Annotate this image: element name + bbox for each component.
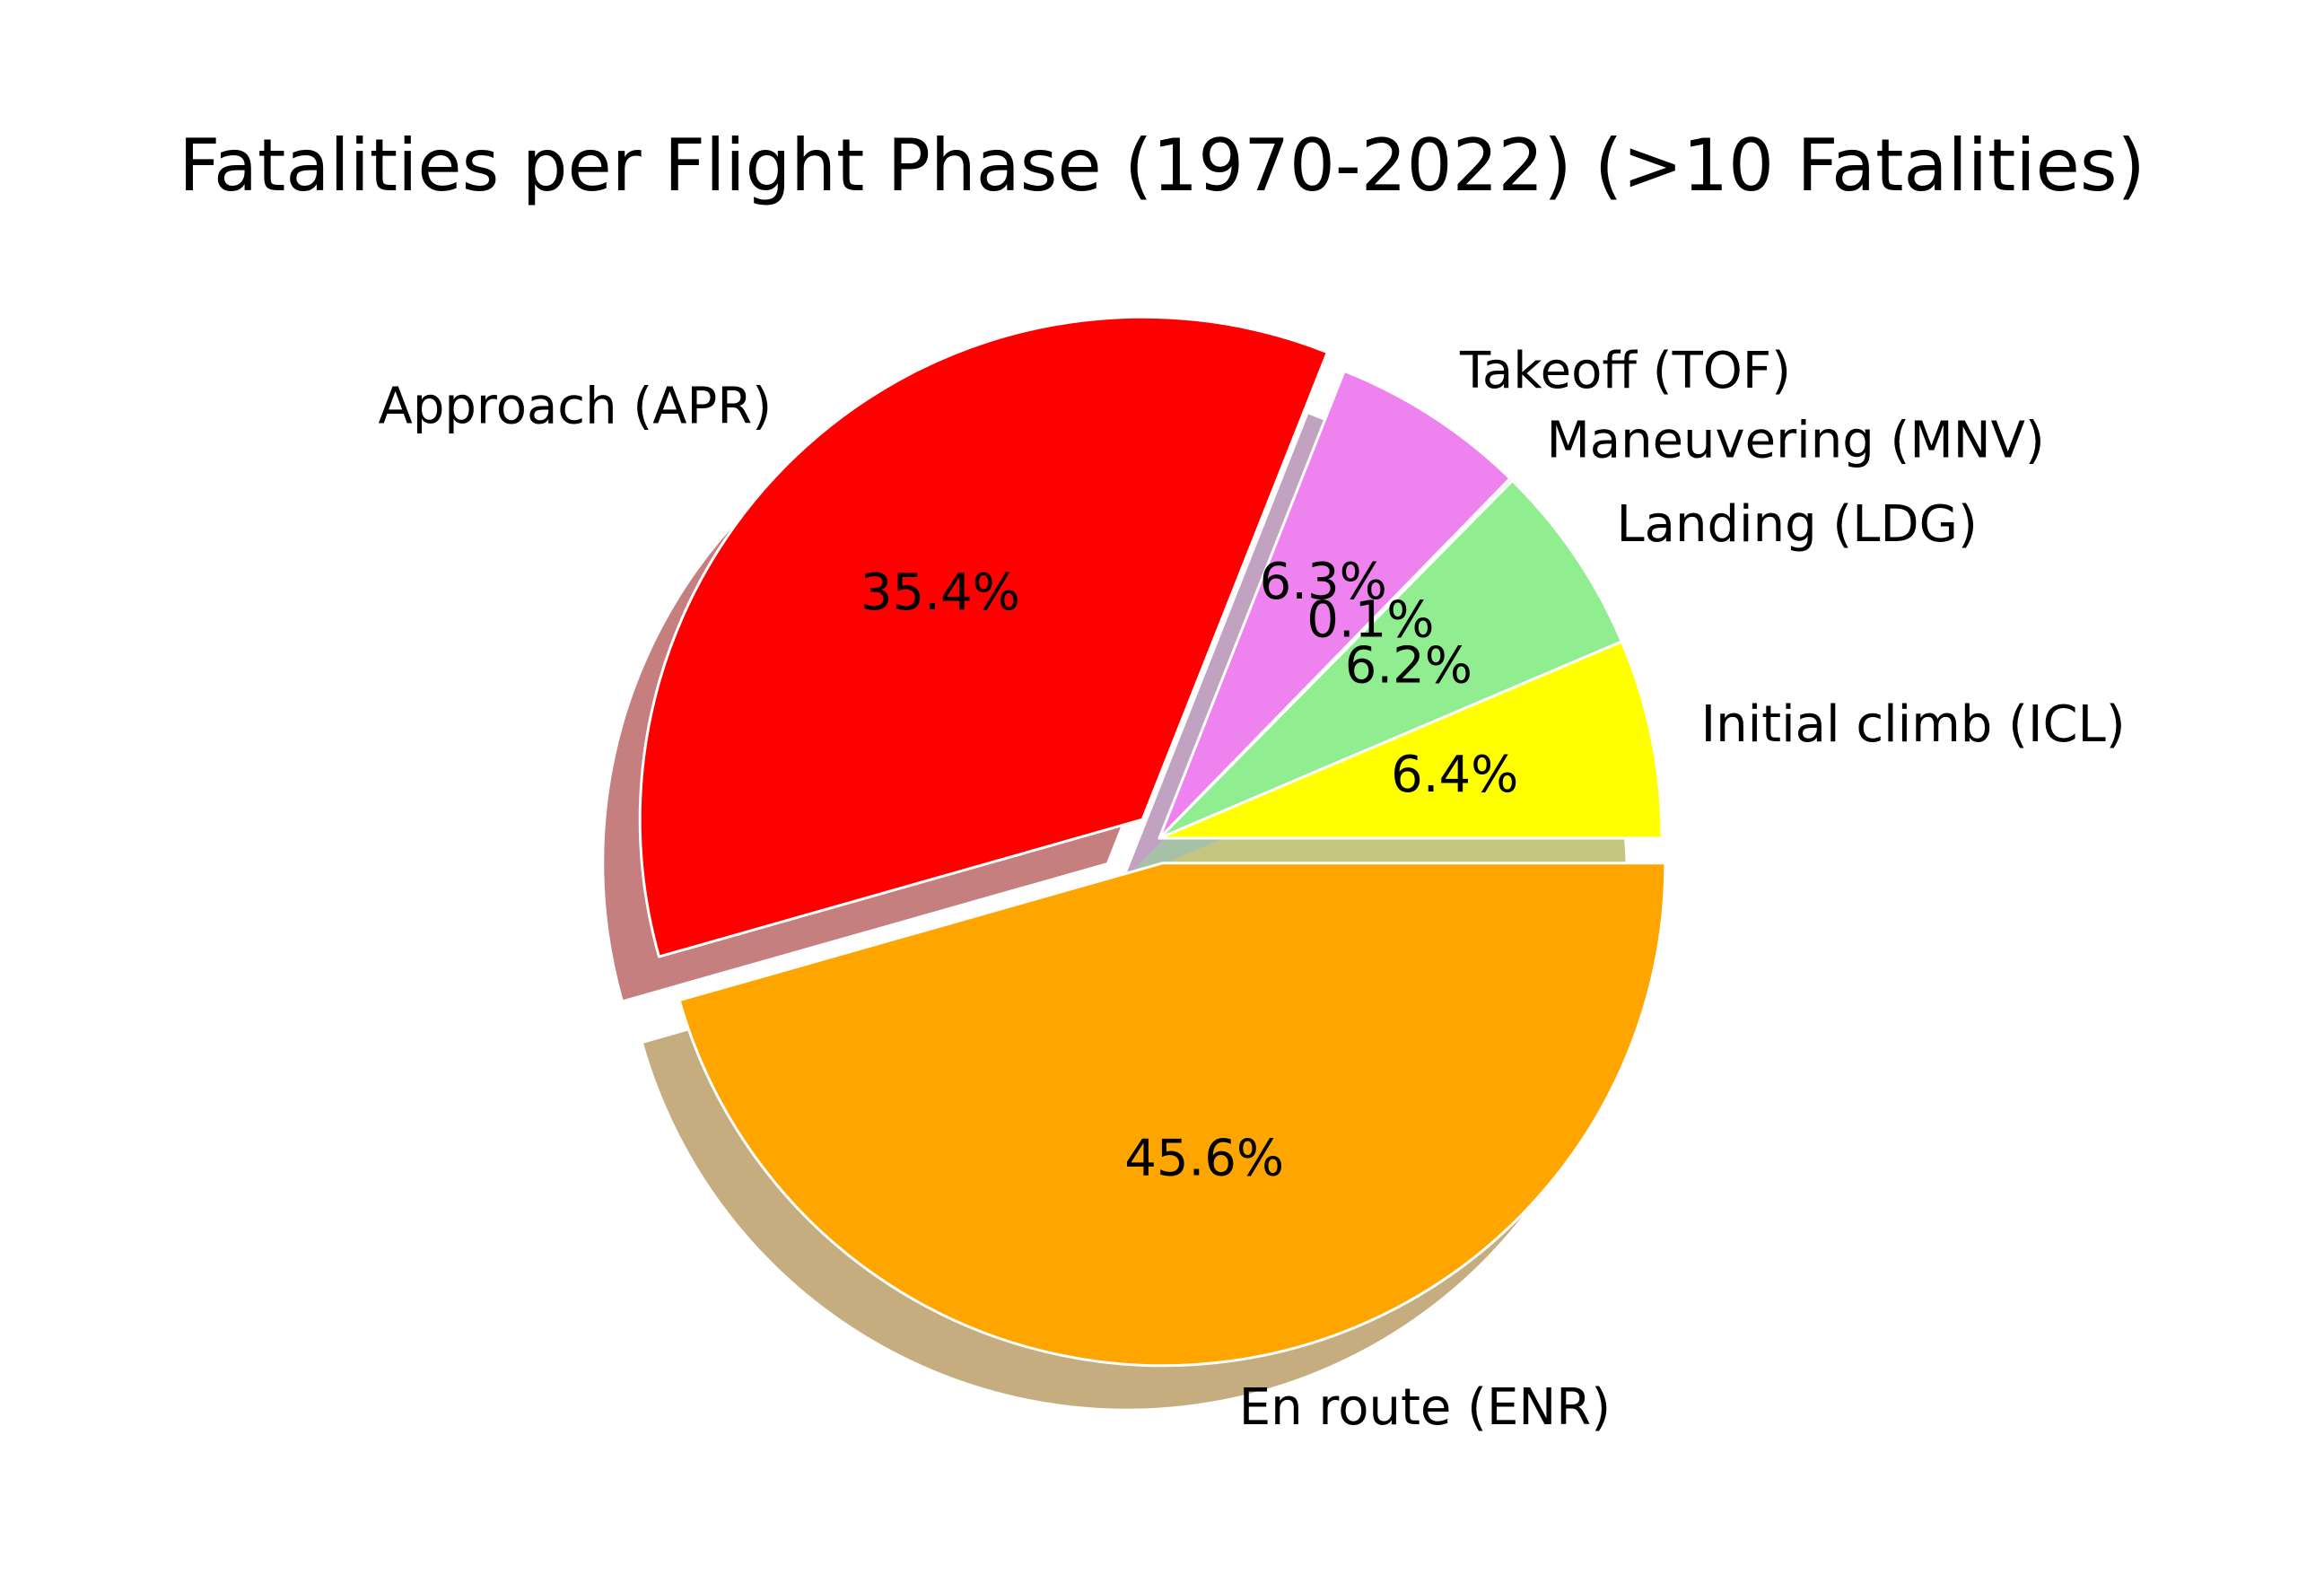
pct-label-takeoff-tof: 6.3% (1260, 553, 1387, 611)
pct-label-approach-apr: 35.4% (861, 564, 1020, 622)
pie-slice-en-route-enr (677, 862, 1667, 1368)
slice-label-en-route-enr: En route (ENR) (1239, 1378, 1611, 1437)
pie-slice-landing-ldg (1158, 479, 1623, 840)
slice-label-approach-apr: Approach (APR) (379, 377, 773, 435)
label-layer: Initial climb (ICL) 6.4% Landing (LDG) 6.2%… (379, 342, 2126, 1437)
pie-slice-approach-apr (638, 315, 1329, 958)
slice-label-takeoff-tof: Takeoff (TOF) (1459, 342, 1791, 400)
slice-label-maneuvering-mnv: Maneuvering (MNV) (1546, 411, 2044, 469)
slice-layer (638, 315, 1667, 1368)
pie-slice-takeoff-tof (1158, 369, 1512, 840)
pie-slice-initial-climb-icl (1158, 640, 1664, 840)
pct-label-landing-ldg: 6.2% (1345, 636, 1472, 695)
slice-label-landing-ldg: Landing (LDG) (1616, 495, 1977, 554)
pct-label-en-route-enr: 45.6% (1124, 1130, 1284, 1188)
pct-label-maneuvering-mnv: 0.1% (1306, 590, 1434, 649)
chart-title: Fatalities per Flight Phase (1970-2022) … (179, 124, 2145, 207)
slice-label-initial-climb-icl: Initial climb (ICL) (1701, 695, 2126, 754)
pct-label-initial-climb-icl: 6.4% (1391, 746, 1518, 804)
